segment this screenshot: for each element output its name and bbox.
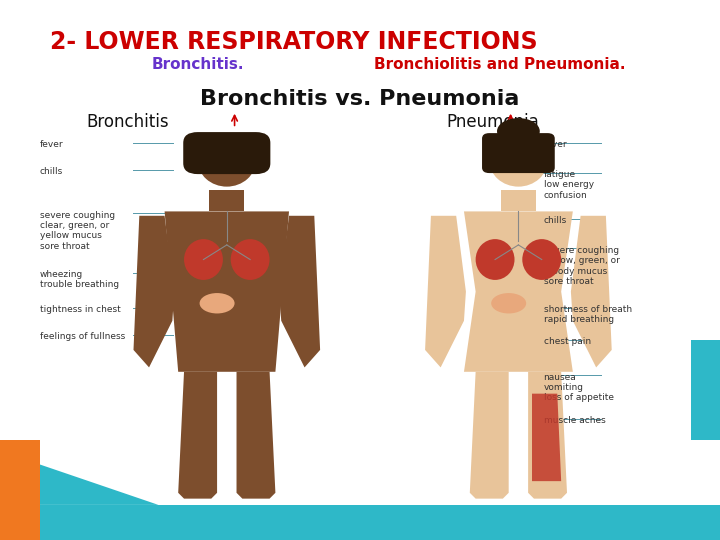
Text: fatigue
low energy
confusion: fatigue low energy confusion (544, 170, 594, 200)
Text: chest pain: chest pain (544, 338, 590, 347)
Polygon shape (532, 394, 561, 481)
Ellipse shape (184, 239, 223, 280)
Bar (691, 340, 720, 440)
Ellipse shape (490, 134, 547, 187)
Text: feelings of fullness: feelings of fullness (40, 332, 125, 341)
Polygon shape (469, 372, 508, 498)
Ellipse shape (522, 239, 561, 280)
Text: chills: chills (544, 216, 567, 225)
Text: muscle aches: muscle aches (544, 416, 606, 425)
Ellipse shape (476, 239, 515, 280)
Text: fever: fever (40, 140, 63, 150)
Text: Bronchiolitis and Pneumonia.: Bronchiolitis and Pneumonia. (374, 57, 626, 72)
Text: Bronchitis.: Bronchitis. (151, 57, 243, 72)
Polygon shape (425, 216, 466, 367)
Ellipse shape (491, 293, 526, 313)
Text: Bronchitis: Bronchitis (86, 113, 169, 131)
Polygon shape (236, 372, 275, 498)
Bar (0, 505, 720, 540)
FancyBboxPatch shape (482, 133, 554, 173)
Text: 2- LOWER RESPIRATORY INFECTIONS: 2- LOWER RESPIRATORY INFECTIONS (50, 30, 538, 53)
Polygon shape (165, 211, 289, 372)
Text: wheezing
trouble breathing: wheezing trouble breathing (40, 270, 119, 289)
Ellipse shape (230, 239, 269, 280)
Text: shortness of breath
rapid breathing: shortness of breath rapid breathing (544, 305, 631, 325)
FancyBboxPatch shape (183, 132, 271, 174)
Ellipse shape (197, 134, 256, 187)
Text: Pneumonia: Pneumonia (446, 113, 539, 131)
Ellipse shape (497, 118, 540, 144)
Ellipse shape (199, 293, 235, 313)
Text: fever: fever (544, 140, 567, 150)
Text: tightness in chest: tightness in chest (40, 305, 120, 314)
Polygon shape (0, 451, 158, 505)
Polygon shape (464, 211, 573, 372)
Text: nausea
vomiting
loss of appetite: nausea vomiting loss of appetite (544, 373, 613, 402)
FancyBboxPatch shape (210, 190, 244, 211)
Polygon shape (133, 216, 174, 367)
Text: severe coughing
clear, green, or
yellow mucus
sore throat: severe coughing clear, green, or yellow … (40, 211, 114, 251)
Polygon shape (279, 216, 320, 367)
Polygon shape (571, 216, 612, 367)
Bar (0, 440, 40, 540)
Text: chills: chills (40, 167, 63, 177)
FancyBboxPatch shape (501, 190, 536, 211)
Polygon shape (179, 372, 217, 498)
Text: severe coughing
yellow, green, or
bloody mucus
sore throat: severe coughing yellow, green, or bloody… (544, 246, 619, 286)
Polygon shape (528, 372, 567, 498)
Text: Bronchitis vs. Pneumonia: Bronchitis vs. Pneumonia (200, 89, 520, 109)
